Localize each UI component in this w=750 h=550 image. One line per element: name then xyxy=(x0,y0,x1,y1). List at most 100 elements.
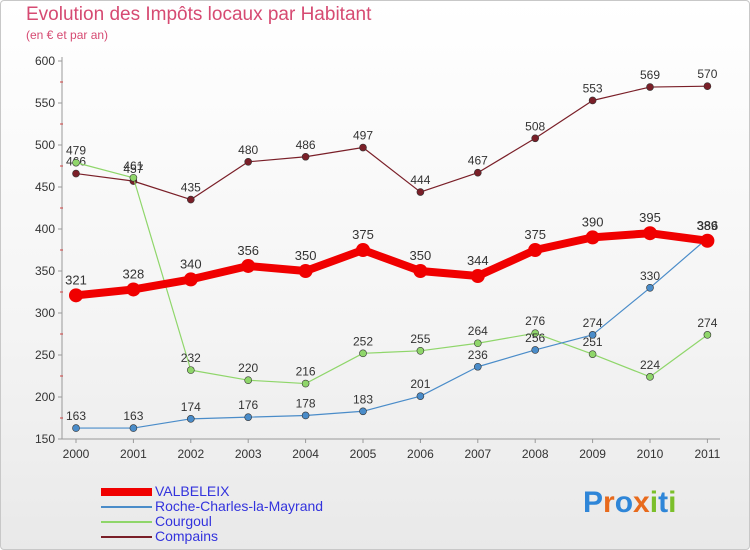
data-label: 274 xyxy=(697,316,717,330)
data-label: 174 xyxy=(181,400,201,414)
y-tick-label: 350 xyxy=(35,264,55,278)
series-line xyxy=(76,237,708,429)
data-label: 569 xyxy=(640,68,660,82)
data-label: 457 xyxy=(123,162,143,176)
data-label: 390 xyxy=(582,214,604,229)
y-tick-label: 150 xyxy=(35,432,55,446)
data-point xyxy=(187,415,195,423)
series-line xyxy=(75,85,708,201)
logo-letter: x xyxy=(633,486,650,519)
data-label: 220 xyxy=(238,361,258,375)
data-point xyxy=(473,362,482,371)
data-point xyxy=(528,243,543,257)
data-point xyxy=(129,173,138,182)
series-valbeleix: 321 328 340 356 350 375 350 344 375 390 395 386 xyxy=(65,210,719,303)
series-compains: 466457435480486497444467508553569570 xyxy=(66,67,718,204)
legend-label: Compains xyxy=(155,528,219,544)
data-point xyxy=(700,233,715,248)
x-tick-label: 2009 xyxy=(579,447,606,461)
data-label: 251 xyxy=(583,335,603,349)
y-tick-label: 300 xyxy=(35,306,55,320)
legend-label: Roche-Charles-la-Mayrand xyxy=(155,498,324,514)
data-point xyxy=(416,188,425,196)
x-tick-label: 2004 xyxy=(292,447,319,461)
y-tick-label: 600 xyxy=(35,54,55,68)
proxiti-logo: Proxiti xyxy=(583,486,676,520)
data-label: 461 xyxy=(123,159,143,173)
data-label: 255 xyxy=(410,332,430,346)
data-label: 224 xyxy=(640,358,660,372)
data-label: 274 xyxy=(583,316,603,330)
data-label: 479 xyxy=(66,144,86,158)
data-label: 386 xyxy=(697,218,719,233)
data-point xyxy=(356,243,370,257)
logo-letter: i xyxy=(668,486,677,519)
data-label: 553 xyxy=(583,81,603,95)
data-point xyxy=(473,168,482,177)
data-label: 232 xyxy=(181,351,201,365)
data-label: 201 xyxy=(410,377,430,391)
data-point xyxy=(588,96,597,105)
data-label: 375 xyxy=(524,227,546,242)
data-point xyxy=(244,158,252,166)
x-tick-label: 2011 xyxy=(694,447,720,461)
data-label: 480 xyxy=(238,143,258,157)
data-label: 340 xyxy=(180,256,202,271)
y-tick-label: 400 xyxy=(35,222,55,236)
series-line xyxy=(75,229,708,300)
data-point xyxy=(473,339,482,348)
series-roche-charles-la-mayrand: 163 163 174 176 178 183 201 236 256 274 330 389 xyxy=(66,219,718,432)
y-tick-label: 250 xyxy=(35,348,55,362)
data-label: 330 xyxy=(640,269,660,283)
logo-letter: P xyxy=(583,486,604,519)
x-tick-label: 2008 xyxy=(522,447,549,461)
logo-letter: r xyxy=(603,486,615,519)
data-label: 356 xyxy=(237,243,259,258)
data-point xyxy=(301,379,310,388)
data-point xyxy=(416,392,425,400)
x-tick-label: 2006 xyxy=(407,447,434,461)
data-point xyxy=(72,169,80,178)
data-point xyxy=(646,83,654,91)
data-label: 163 xyxy=(66,409,86,423)
data-label: 176 xyxy=(238,398,258,412)
data-label: 183 xyxy=(353,392,373,406)
data-label: 163 xyxy=(123,409,143,423)
data-point xyxy=(359,143,367,152)
chart-subtitle: (en € et par an) xyxy=(26,28,109,42)
data-point xyxy=(646,283,654,292)
data-point xyxy=(416,346,425,355)
data-point xyxy=(187,366,195,374)
y-tick-label: 500 xyxy=(35,138,55,152)
data-label: 252 xyxy=(353,334,373,348)
logo-letter: o xyxy=(614,486,634,519)
data-point xyxy=(643,226,657,241)
x-tick-label: 2003 xyxy=(235,447,262,461)
data-label: 497 xyxy=(353,129,373,143)
data-label: 444 xyxy=(410,173,430,187)
data-label: 264 xyxy=(468,324,488,338)
data-point xyxy=(359,349,367,358)
data-label: 486 xyxy=(296,138,316,152)
data-label: 321 xyxy=(65,272,87,287)
y-tick-label: 550 xyxy=(35,96,55,110)
data-label: 350 xyxy=(295,248,317,263)
data-label: 389 xyxy=(697,219,717,233)
data-point xyxy=(703,331,712,339)
data-point xyxy=(646,373,654,381)
x-tick-label: 2007 xyxy=(464,447,491,461)
data-point xyxy=(72,158,80,167)
legend-label: VALBELEIX xyxy=(155,483,230,499)
x-tick-label: 2000 xyxy=(63,447,90,461)
data-label: 256 xyxy=(525,331,545,345)
x-tick-label: 2005 xyxy=(350,447,377,461)
series-line xyxy=(75,162,708,385)
data-label: 216 xyxy=(296,365,316,379)
data-label: 467 xyxy=(468,154,488,168)
data-label: 178 xyxy=(296,396,316,410)
legend-swatches xyxy=(101,488,152,538)
data-label: 328 xyxy=(123,266,145,281)
x-tick-label: 2010 xyxy=(637,447,664,461)
data-label: 435 xyxy=(181,181,201,195)
